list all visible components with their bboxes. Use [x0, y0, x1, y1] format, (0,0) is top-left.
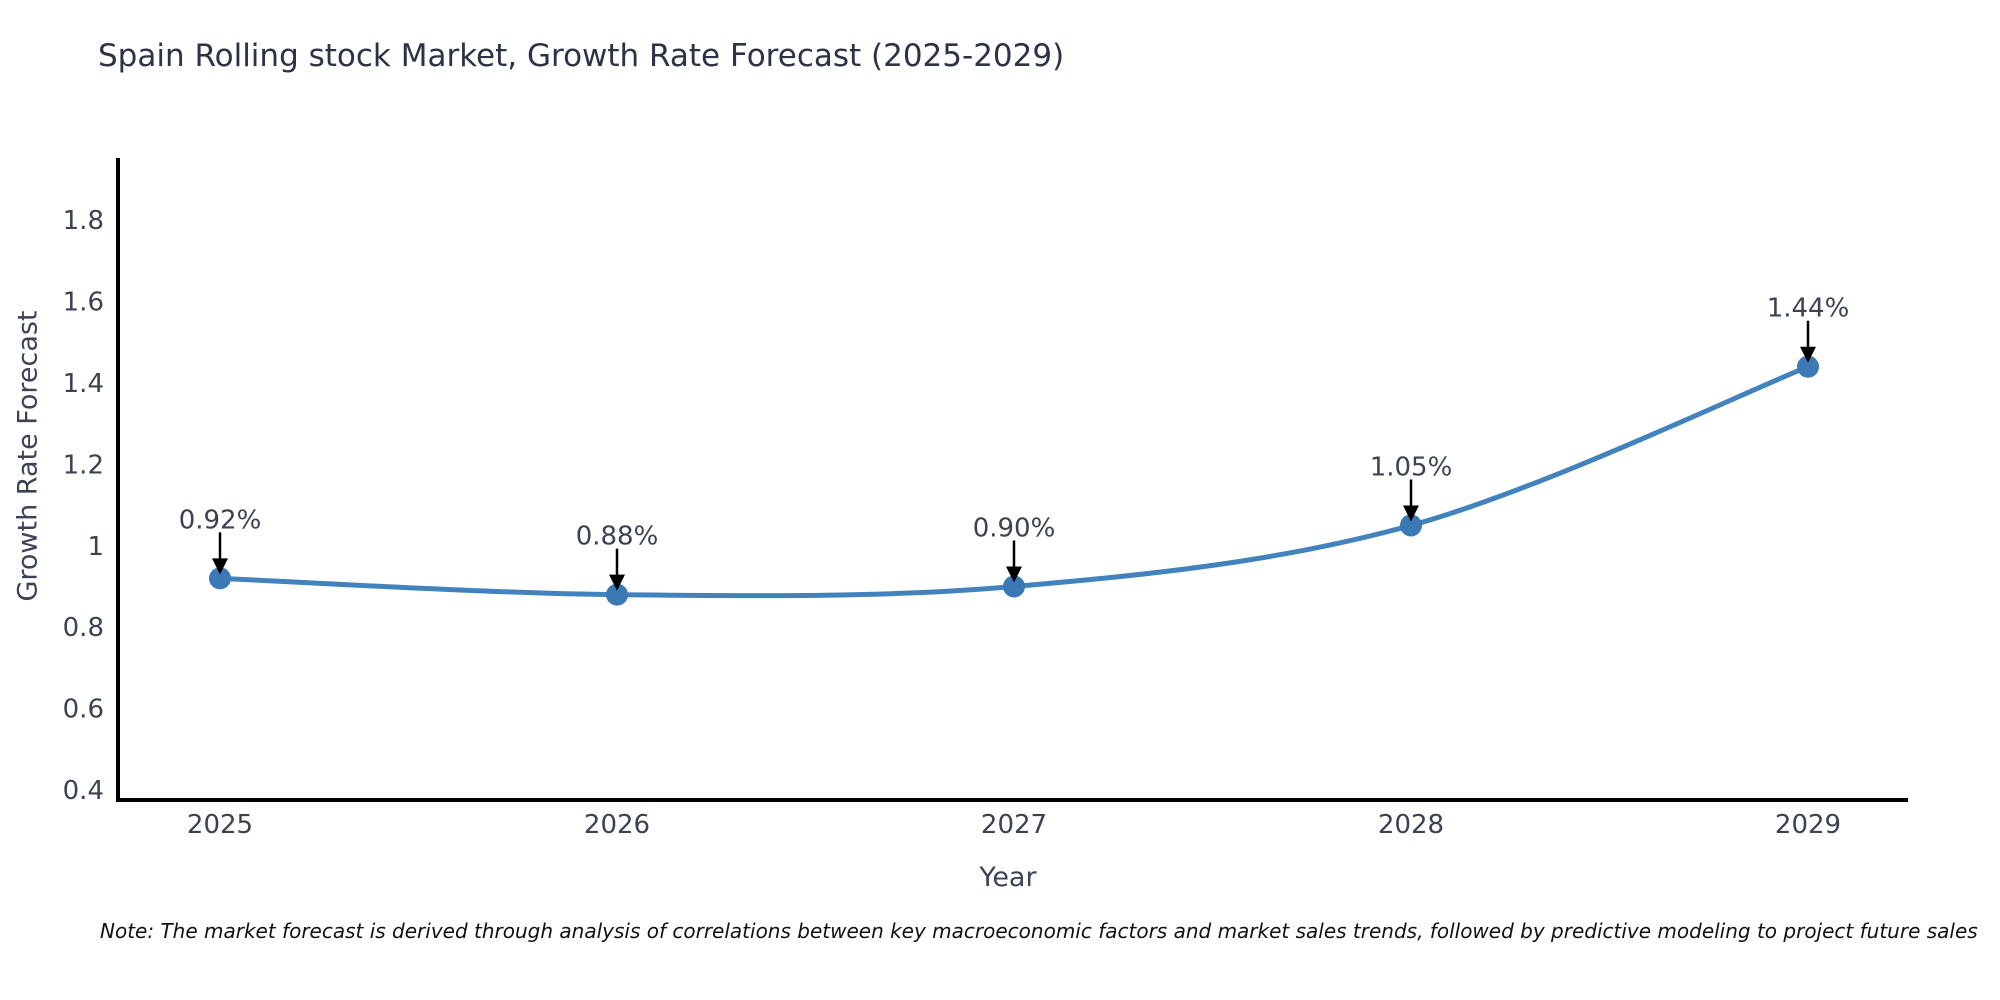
y-tick-label: 1.8	[63, 206, 104, 236]
x-axis-title: Year	[979, 862, 1037, 893]
annotation-label: 1.05%	[1370, 452, 1453, 482]
y-tick-label: 1.2	[63, 450, 104, 480]
annotation-arrow-head	[1006, 566, 1022, 583]
data-point-marker	[1797, 355, 1819, 378]
x-tick-label: 2025	[187, 810, 253, 840]
data-point-marker	[606, 583, 628, 606]
data-point-marker	[1400, 514, 1422, 537]
x-tick-label: 2027	[981, 810, 1047, 840]
annotation-label: 0.90%	[973, 514, 1056, 544]
annotation-label: 0.92%	[179, 505, 262, 535]
y-tick-label: 0.8	[63, 613, 104, 643]
y-axis-title: Growth Rate Forecast	[12, 310, 44, 602]
y-tick-label: 1.4	[63, 369, 104, 399]
footnote: Note: The market forecast is derived thr…	[100, 919, 1978, 943]
x-tick-label: 2029	[1775, 810, 1841, 840]
x-tick-label: 2028	[1378, 810, 1444, 840]
annotation-label: 0.88%	[576, 522, 659, 552]
x-tick-label: 2026	[584, 810, 650, 840]
annotation-arrow-head	[609, 574, 625, 591]
annotation-arrow-head	[1800, 346, 1816, 363]
chart-title: Spain Rolling stock Market, Growth Rate …	[98, 38, 1065, 74]
annotation-label: 1.44%	[1767, 294, 1850, 324]
annotation-arrow-head	[1403, 505, 1419, 522]
y-tick-label: 1.6	[63, 288, 104, 318]
data-point-marker	[209, 567, 231, 590]
y-tick-label: 0.6	[63, 695, 104, 725]
data-point-marker	[1003, 575, 1025, 598]
y-tick-label: 1	[87, 532, 104, 562]
y-tick-label: 0.4	[63, 776, 104, 806]
annotation-arrow-head	[212, 558, 228, 575]
